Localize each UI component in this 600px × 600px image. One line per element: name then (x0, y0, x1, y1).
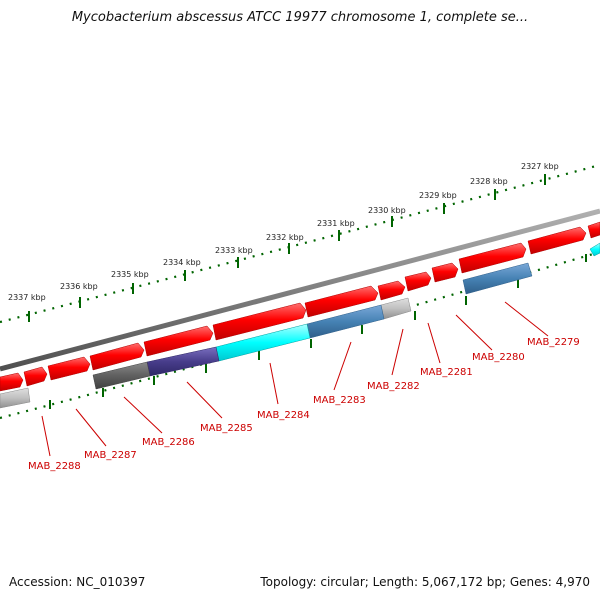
gene-bar-cyan (589, 242, 600, 257)
gene-label: MAB_2285 (200, 423, 253, 434)
gene-arrow (587, 221, 600, 239)
tick-label: 2329 kbp (419, 191, 457, 200)
gene-label: MAB_2283 (313, 395, 366, 406)
gene-labels: MAB_2279 MAB_2280 MAB_2281 MAB_2282 MAB_… (28, 337, 580, 472)
gene-arrow (143, 325, 214, 357)
gene-label: MAB_2287 (84, 450, 137, 461)
gene-arrow (23, 366, 48, 387)
gene-arrow (404, 271, 432, 292)
tick-label: 2335 kbp (111, 270, 149, 279)
gene-bar-silver (0, 387, 31, 409)
accession-text: Accession: NC_010397 (9, 575, 146, 589)
map-title: Mycobacterium abscessus ATCC 19977 chrom… (71, 10, 529, 25)
genome-summary-text: Topology: circular; Length: 5,067,172 bp… (260, 575, 590, 589)
gene-arrow (458, 242, 527, 274)
ruler-dotted-line (0, 163, 600, 324)
gene-arrow (377, 280, 406, 301)
ruler-ticks (28, 174, 546, 322)
gene-bar-gray (92, 361, 151, 390)
gene-label: MAB_2284 (257, 410, 310, 421)
reverse-genes (0, 242, 600, 409)
tick-label: 2332 kbp (266, 233, 304, 242)
forward-genes (0, 221, 600, 392)
tick-label: 2327 kbp (521, 162, 559, 171)
tick-label: 2334 kbp (163, 258, 201, 267)
gene-label: MAB_2280 (472, 352, 525, 363)
gene-label: MAB_2281 (420, 367, 473, 378)
gene-arrow (89, 342, 145, 371)
gene-label: MAB_2286 (142, 437, 195, 448)
gene-arrow (0, 372, 24, 392)
gene-arrow (212, 302, 307, 341)
chromosome-backbone (0, 208, 600, 372)
gene-arrow (431, 262, 459, 283)
inner-ticks (49, 254, 587, 409)
gene-arrow (47, 356, 91, 381)
tick-label: 2328 kbp (470, 177, 508, 186)
tick-label: 2330 kbp (368, 206, 406, 215)
gene-label: MAB_2288 (28, 461, 81, 472)
gene-label: MAB_2282 (367, 381, 420, 392)
gene-arrow (304, 285, 379, 318)
gene-bar-silver (380, 297, 412, 320)
gene-bar-steelblue (462, 262, 533, 295)
tick-label: 2336 kbp (60, 282, 98, 291)
gene-label: MAB_2279 (527, 337, 580, 348)
tick-label: 2333 kbp (215, 246, 253, 255)
ruler-labels: 2327 kbp 2328 kbp 2329 kbp 2330 kbp 2331… (8, 162, 559, 302)
tick-label: 2331 kbp (317, 219, 355, 228)
gene-arrow (527, 226, 587, 255)
label-leaders (41, 301, 549, 457)
tick-label: 2337 kbp (8, 293, 46, 302)
